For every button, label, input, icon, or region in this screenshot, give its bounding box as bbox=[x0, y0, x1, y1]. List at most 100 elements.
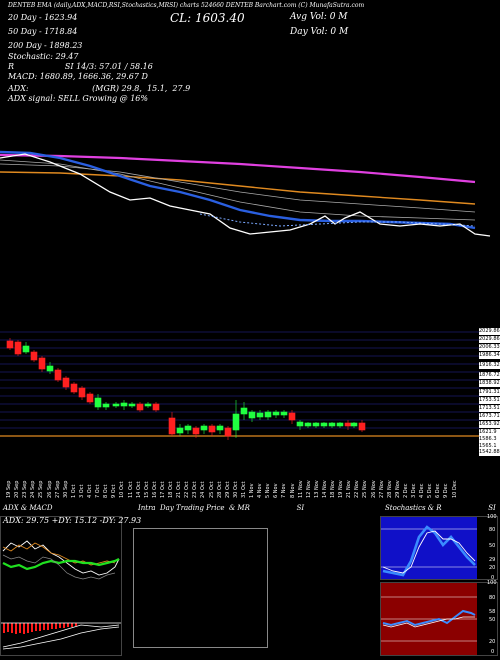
stoch-tick: 50 bbox=[489, 543, 496, 549]
price-tick: 1621.9 bbox=[479, 429, 500, 436]
price-tick: 1916.32 bbox=[479, 362, 500, 369]
rsi-chart bbox=[381, 583, 477, 655]
date-label: 15 Oct bbox=[143, 481, 150, 498]
date-label: 11 Nov bbox=[297, 480, 304, 498]
rsi-tick: 100 bbox=[487, 580, 497, 586]
date-label: 14 Oct bbox=[135, 481, 142, 498]
date-label: 16 Oct bbox=[151, 481, 158, 498]
date-label: 30 Oct bbox=[232, 481, 239, 498]
price-tick: 1565.1 bbox=[479, 443, 500, 450]
intraday-title: Intra Day Trading Price & MR SI bbox=[138, 504, 305, 512]
price-tick: 1986.34 bbox=[479, 352, 500, 359]
date-label: 24 Oct bbox=[200, 481, 207, 498]
date-label: 28 Nov bbox=[386, 480, 393, 498]
date-label: 13 Nov bbox=[313, 480, 320, 498]
adx-label: ADX: (MGR) 29.8, 15.1, 27.9 bbox=[8, 84, 191, 93]
intraday-panel bbox=[133, 528, 268, 648]
date-label: 20 Sep bbox=[14, 480, 21, 498]
ema50-label: 50 Day - 1718.84 bbox=[8, 27, 78, 36]
price-tick: 2029.86 bbox=[479, 328, 500, 335]
date-label: 21 Oct bbox=[176, 481, 183, 498]
date-label: 26 Sep bbox=[46, 480, 53, 498]
date-label: 23 Sep bbox=[22, 480, 29, 498]
price-tick: 2029.86 bbox=[479, 336, 500, 343]
stoch-d-line bbox=[382, 530, 476, 574]
date-label: 1 Nov bbox=[249, 483, 255, 498]
adx-black-line bbox=[2, 554, 116, 580]
date-label: 18 Oct bbox=[168, 481, 174, 498]
date-label: 14 Nov bbox=[321, 480, 328, 498]
rsi-tick: 50 bbox=[489, 617, 496, 623]
candlestick-chart bbox=[0, 331, 480, 440]
date-label: 2 Dec bbox=[402, 483, 409, 498]
adx-panel: ADX: 29.75 +DY: 15.12 -DY: 27.93 bbox=[0, 516, 141, 656]
stoch-tick: 80 bbox=[489, 527, 496, 533]
avg-volume-label: Avg Vol: 0 M bbox=[290, 12, 348, 22]
rsi-panel: 100 80 58 50 20 0 bbox=[380, 580, 498, 656]
stochastics-panel: 100 80 50 29 20 0 bbox=[380, 514, 498, 581]
date-label: 11 Oct bbox=[127, 481, 134, 498]
chart-title: DENTEB EMA (daily,ADX,MACD,RSI,Stochasti… bbox=[8, 2, 365, 9]
date-label: 9 Oct bbox=[111, 484, 118, 498]
date-label: 22 Oct bbox=[184, 481, 191, 498]
price-tick: 1586.3 bbox=[479, 436, 500, 443]
date-label: 3 Dec bbox=[411, 483, 417, 498]
date-label: 25 Oct bbox=[208, 481, 215, 498]
rsi-tick: 20 bbox=[489, 639, 496, 645]
date-label: 23 Oct bbox=[192, 481, 199, 498]
date-label: 1 Oct bbox=[70, 484, 77, 498]
date-label: 25 Sep bbox=[38, 480, 45, 498]
orange-ema-line bbox=[0, 171, 476, 205]
stochastic-label: Stochastic: 29.47 bbox=[8, 52, 79, 61]
rsi-line bbox=[382, 609, 476, 627]
macd-histogram bbox=[1, 622, 121, 650]
date-label: 4 Dec bbox=[419, 483, 426, 498]
date-label: 7 Oct bbox=[95, 484, 102, 498]
adx-line bbox=[2, 540, 120, 576]
price-tick: 1713.51 bbox=[479, 405, 500, 412]
gray-ema-line-1 bbox=[0, 163, 476, 213]
date-label: 17 Oct bbox=[159, 481, 166, 498]
date-label: 7 Nov bbox=[281, 483, 288, 498]
stochastics-chart bbox=[381, 517, 477, 579]
price-tick: 1838.92 bbox=[479, 380, 500, 387]
date-label: 25 Nov bbox=[362, 480, 369, 498]
date-label: 19 Sep bbox=[6, 480, 12, 498]
price-tick: 1753.51 bbox=[479, 397, 500, 404]
date-label: 5 Nov bbox=[265, 483, 272, 498]
adx-lines bbox=[2, 540, 120, 580]
mrsi-line bbox=[382, 616, 475, 628]
stoch-k-line bbox=[382, 525, 476, 577]
ema200-line bbox=[0, 153, 476, 184]
date-label: 30 Sep bbox=[62, 480, 69, 498]
stoch-value: 29 bbox=[489, 557, 496, 563]
stoch-tick: 20 bbox=[489, 565, 496, 571]
stoch-tick: 100 bbox=[487, 514, 497, 520]
price-tick: 1876.72 bbox=[479, 372, 500, 379]
close-price-label: CL: 1603.40 bbox=[170, 11, 245, 25]
date-label: 24 Sep bbox=[30, 480, 37, 498]
date-label: 3 Oct bbox=[78, 484, 85, 498]
rsi-value: 58 bbox=[489, 609, 496, 615]
price-tick: 2006.33 bbox=[479, 344, 500, 351]
date-label: 10 Dec bbox=[451, 480, 458, 498]
date-label: 4 Oct bbox=[87, 484, 93, 498]
short-ema-dotted-line bbox=[199, 213, 476, 227]
date-label: 19 Nov bbox=[338, 480, 345, 498]
adx-macd-title: ADX & MACD bbox=[3, 504, 53, 512]
plus-dy-line bbox=[2, 558, 120, 571]
date-label: 6 Nov bbox=[273, 483, 280, 498]
adx-signal-label: ADX signal: SELL Growing @ 16% bbox=[8, 94, 148, 103]
stoch-tick: 0 bbox=[491, 575, 495, 581]
date-label: 26 Nov bbox=[370, 480, 377, 498]
date-label: 9 Dec bbox=[443, 483, 450, 498]
macd-signal-line bbox=[2, 626, 120, 650]
date-label: 29 Oct bbox=[224, 481, 231, 498]
date-label: 22 Nov bbox=[354, 480, 361, 498]
date-label: 12 Nov bbox=[305, 480, 312, 498]
gray-ema-line-2 bbox=[0, 159, 476, 221]
day-volume-label: Day Vol: 0 M bbox=[290, 27, 349, 37]
adx-values-label: ADX: 29.75 +DY: 15.12 -DY: 27.93 bbox=[3, 516, 142, 525]
date-label: 5 Dec bbox=[427, 483, 434, 498]
stoch-rsi-title: Stochastics & R SI bbox=[385, 504, 496, 512]
